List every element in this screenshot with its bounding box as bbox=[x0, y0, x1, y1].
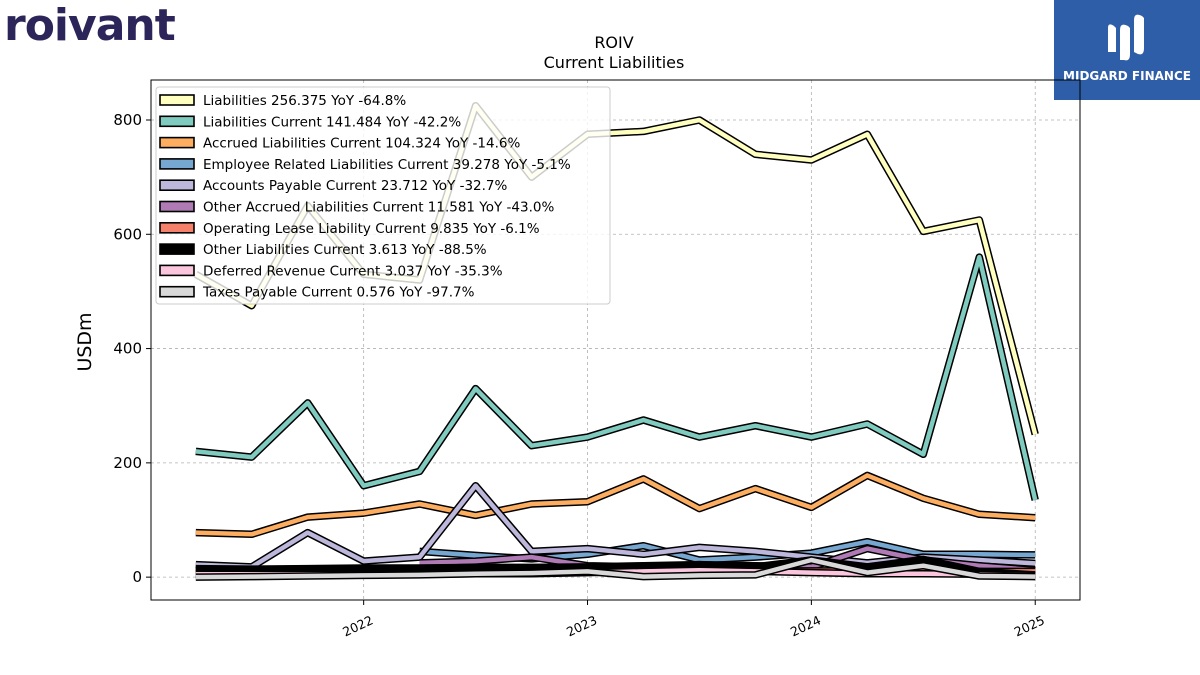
y-axis-label: USDm bbox=[74, 312, 96, 371]
legend-swatch bbox=[159, 264, 195, 277]
series-7 bbox=[195, 555, 1036, 579]
y-tick-label: 200 bbox=[113, 454, 142, 472]
series-layer bbox=[193, 101, 1039, 581]
series-1 bbox=[195, 253, 1039, 501]
legend-entry: Liabilities 256.375 YoY -64.8% bbox=[203, 93, 406, 109]
legend-entry: Operating Lease Liability Current 9.835 … bbox=[203, 221, 540, 237]
chart-title: ROIV bbox=[594, 33, 633, 52]
legend-entry: Taxes Payable Current 0.576 YoY -97.7% bbox=[202, 285, 475, 301]
x-tick-label: 2023 bbox=[564, 612, 599, 639]
roivant-logo: roivant bbox=[4, 0, 176, 51]
legend-swatch bbox=[159, 158, 195, 170]
x-tick-label: 2024 bbox=[788, 612, 823, 639]
legend-swatch bbox=[159, 200, 195, 213]
plot-frame bbox=[150, 79, 1081, 601]
legend-swatch bbox=[159, 136, 195, 149]
legend-entry: Accounts Payable Current 23.712 YoY -32.… bbox=[203, 178, 508, 194]
y-tick-label: 600 bbox=[113, 225, 142, 243]
midgard-finance-logo: MIDGARD FINANCE bbox=[1054, 0, 1200, 100]
legend-swatch bbox=[159, 94, 195, 106]
series-2 bbox=[195, 471, 1036, 539]
legend-box bbox=[155, 86, 611, 305]
legend-swatch bbox=[159, 115, 195, 128]
chart-subtitle: Current Liabilities bbox=[544, 53, 685, 72]
legend-entry: Employee Related Liabilities Current 39.… bbox=[203, 157, 571, 173]
series-line-outline bbox=[195, 471, 1036, 539]
legend-swatch bbox=[159, 222, 195, 234]
legend-entry: Accrued Liabilities Current 104.324 YoY … bbox=[203, 136, 520, 152]
series-line bbox=[195, 473, 1036, 537]
y-tick-label: 400 bbox=[113, 340, 142, 358]
legend-entry: Liabilities Current 141.484 YoY -42.2% bbox=[203, 114, 461, 130]
legend-swatch bbox=[159, 179, 195, 191]
legend-swatch bbox=[159, 285, 195, 298]
series-line bbox=[195, 557, 1036, 580]
legend-entry: Other Liabilities Current 3.613 YoY -88.… bbox=[203, 242, 487, 258]
x-tick-label: 2022 bbox=[340, 612, 375, 639]
series-line bbox=[195, 254, 1038, 501]
legend-swatch bbox=[159, 243, 195, 255]
midgard-finance-label: MIDGARD FINANCE bbox=[1063, 69, 1191, 83]
y-tick-label: 800 bbox=[113, 111, 142, 129]
legend-entry: Deferred Revenue Current 3.037 YoY -35.3… bbox=[203, 263, 503, 279]
y-tick-label: 0 bbox=[132, 568, 142, 586]
legend-entry: Other Accrued Liabilities Current 11.581… bbox=[203, 200, 554, 216]
legend: Liabilities 256.375 YoY -64.8% Liabilitie… bbox=[155, 86, 611, 305]
series-9 bbox=[195, 556, 1036, 581]
x-tick-label: 2025 bbox=[1012, 612, 1047, 639]
series-line bbox=[195, 557, 1036, 578]
midgard-emblem-icon bbox=[1108, 14, 1144, 61]
